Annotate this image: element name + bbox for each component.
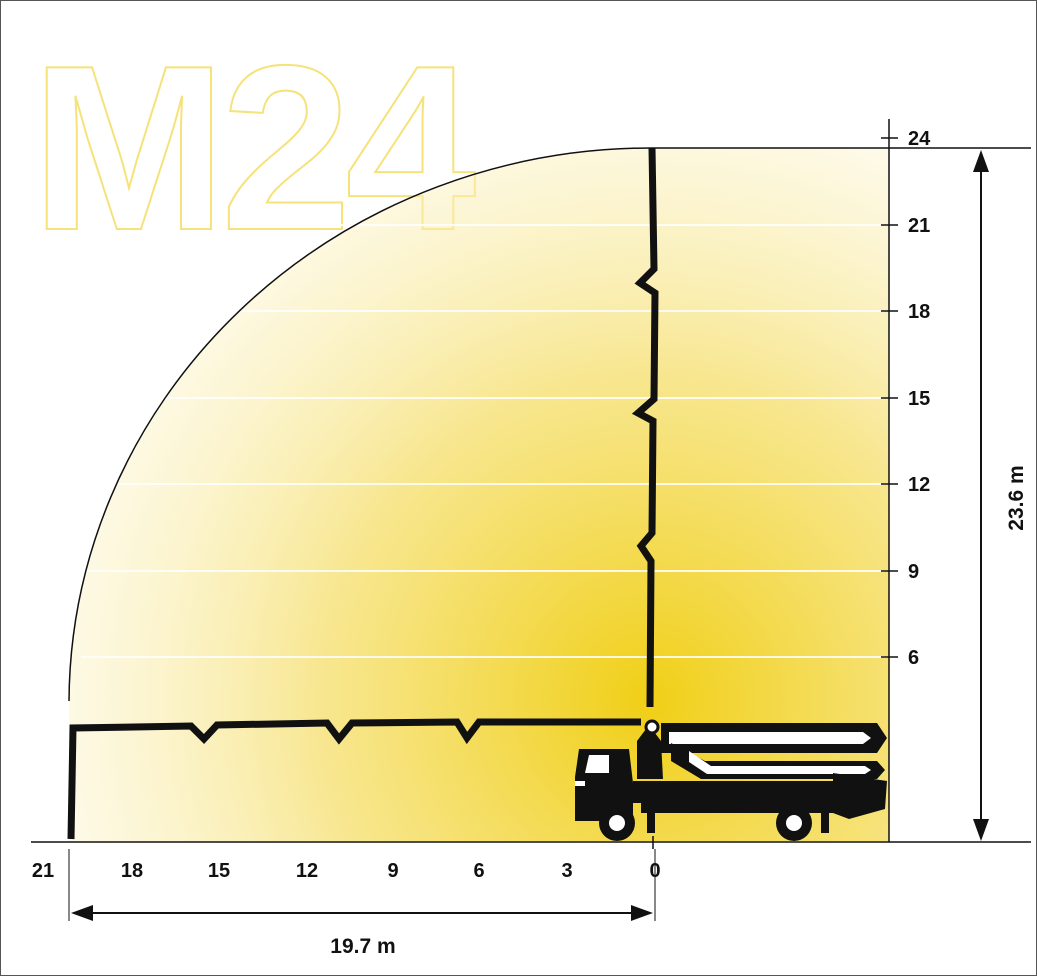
x-tick-label: 12 <box>296 860 318 882</box>
y-tick-label: 18 <box>908 301 930 323</box>
y-tick-label: 24 <box>908 128 931 150</box>
truck <box>575 719 887 841</box>
x-tick-label: 21 <box>32 860 54 882</box>
x-tick-label: 18 <box>121 860 143 882</box>
vertical-reach-label: 23.6 m <box>1005 465 1028 530</box>
folded-boom <box>661 723 887 779</box>
x-tick-label: 15 <box>208 860 230 882</box>
y-axis-ticks <box>881 137 898 658</box>
horizontal-reach-label: 19.7 m <box>330 935 395 958</box>
x-tick-label: 9 <box>387 860 398 882</box>
vertical-dimension <box>973 150 989 841</box>
y-tick-label: 6 <box>908 647 919 669</box>
x-tick-label: 6 <box>473 860 484 882</box>
y-tick-label: 21 <box>908 215 930 237</box>
y-tick-label: 15 <box>908 388 930 410</box>
x-tick-label: 3 <box>561 860 572 882</box>
grid-lines <box>81 224 887 658</box>
working-envelope <box>69 148 889 841</box>
boom-vertical <box>631 147 659 708</box>
reach-arc <box>68 147 1031 702</box>
y-tick-label: 12 <box>908 474 930 496</box>
horizontal-dimension <box>68 849 656 921</box>
y-tick-label: 9 <box>908 561 919 583</box>
boom-horizontal <box>67 718 641 840</box>
